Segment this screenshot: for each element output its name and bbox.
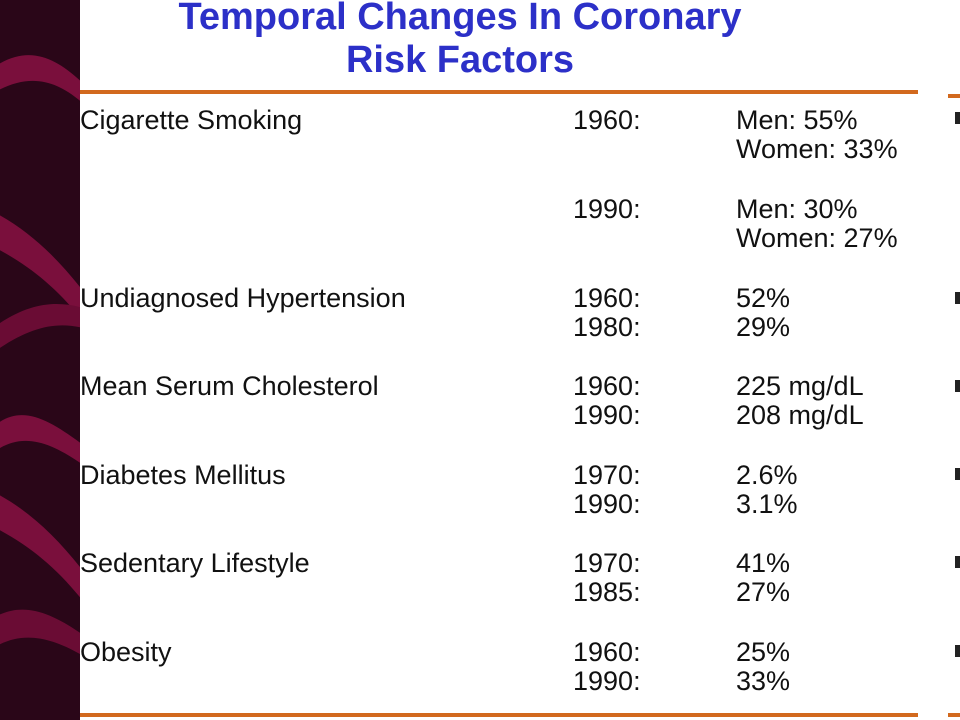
value-label: 3.1%	[736, 489, 798, 519]
bottom-divider-fragment	[948, 713, 960, 717]
year-label: 1990:	[573, 400, 641, 430]
bottom-divider	[80, 713, 918, 717]
factor-label: Sedentary Lifestyle	[80, 548, 310, 578]
value-label: Men: 55%	[736, 105, 858, 135]
factor-label: Mean Serum Cholesterol	[80, 371, 379, 401]
slide-content: Temporal Changes In Coronary Risk Factor…	[80, 0, 960, 720]
value-label: Women: 33%	[736, 134, 898, 164]
year-label: 1980:	[573, 312, 641, 342]
top-divider	[80, 90, 918, 94]
cropped-edge-mark	[955, 292, 960, 304]
value-label: 2.6%	[736, 460, 798, 490]
year-label: 1970:	[573, 548, 641, 578]
cropped-edge-mark	[955, 380, 960, 392]
year-label: 1990:	[573, 489, 641, 519]
value-label: Men: 30%	[736, 194, 858, 224]
factor-label: Cigarette Smoking	[80, 105, 303, 135]
cropped-edge-mark	[955, 645, 960, 657]
value-label: 29%	[736, 312, 791, 342]
value-label: 25%	[736, 637, 791, 667]
year-label: 1970:	[573, 460, 641, 490]
factor-label: Obesity	[80, 637, 172, 667]
decorative-side-panel	[0, 0, 80, 720]
year-label: 1960:	[573, 371, 641, 401]
slide-title-line-2: Risk Factors	[345, 39, 575, 81]
swoosh-decoration	[0, 55, 80, 655]
year-label: 1990:	[573, 666, 641, 696]
cropped-edge-mark	[955, 556, 960, 568]
cropped-edge-mark	[955, 112, 960, 124]
year-label: 1960:	[573, 283, 641, 313]
year-label: 1985:	[573, 577, 641, 607]
year-label: 1960:	[573, 105, 641, 135]
value-label: Women: 27%	[736, 223, 898, 253]
value-label: 33%	[736, 666, 791, 696]
year-label: 1960:	[573, 637, 641, 667]
year-label: 1990:	[573, 194, 641, 224]
value-label: 52%	[736, 283, 791, 313]
value-label: 225 mg/dL	[736, 371, 864, 401]
factor-label: Undiagnosed Hypertension	[80, 283, 406, 313]
value-label: 41%	[736, 548, 791, 578]
factor-label: Diabetes Mellitus	[80, 460, 286, 490]
value-label: 27%	[736, 577, 791, 607]
top-divider-fragment	[948, 94, 960, 98]
slide-title-line-1: Temporal Changes In Coronary	[178, 0, 742, 38]
cropped-edge-mark	[955, 468, 960, 480]
value-label: 208 mg/dL	[736, 400, 864, 430]
